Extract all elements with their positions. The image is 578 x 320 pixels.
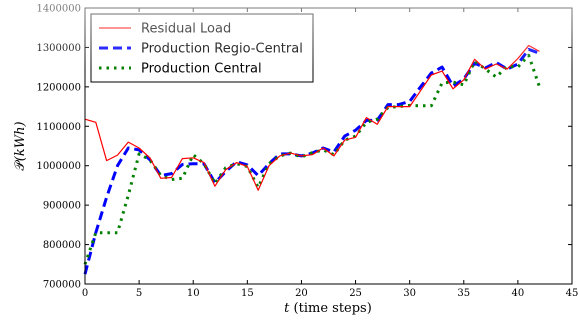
legend-label: Production Central <box>141 62 262 77</box>
x-axis-label: t (time steps) <box>284 301 372 316</box>
legend: Residual Load Production Regio-Central Pro… <box>90 13 314 83</box>
x-tick-label: 15 <box>241 288 254 299</box>
x-tick-label: 0 <box>82 288 88 299</box>
y-tick-label: 1200000 <box>36 82 81 93</box>
x-tick-label: 35 <box>457 288 470 299</box>
y-tick-label: 700000 <box>43 280 81 291</box>
x-tick-label: 40 <box>512 288 525 299</box>
x-tick-label: 10 <box>187 288 200 299</box>
y-tick-label: 800000 <box>43 240 81 251</box>
x-tick-label: 30 <box>403 288 416 299</box>
series-layer <box>83 44 541 275</box>
y-tick-label: 1000000 <box>36 161 81 172</box>
legend-label: Residual Load <box>141 22 231 37</box>
series-line-residual-load <box>84 44 540 191</box>
y-tick-label: 1100000 <box>36 122 81 133</box>
x-tick-label: 20 <box>295 288 308 299</box>
x-tick-label: 45 <box>566 288 578 299</box>
legend-label: Production Regio-Central <box>141 42 303 57</box>
y-tick-label: 900000 <box>43 201 81 212</box>
y-tick-label: 1300000 <box>36 43 81 54</box>
x-tick-label: 25 <box>349 288 362 299</box>
x-tick-label: 5 <box>136 288 142 299</box>
y-tick-label: 1400000 <box>36 4 81 15</box>
y-axis-label: 𝒫(kWh) <box>13 121 28 170</box>
series-line-production-central <box>83 53 541 265</box>
